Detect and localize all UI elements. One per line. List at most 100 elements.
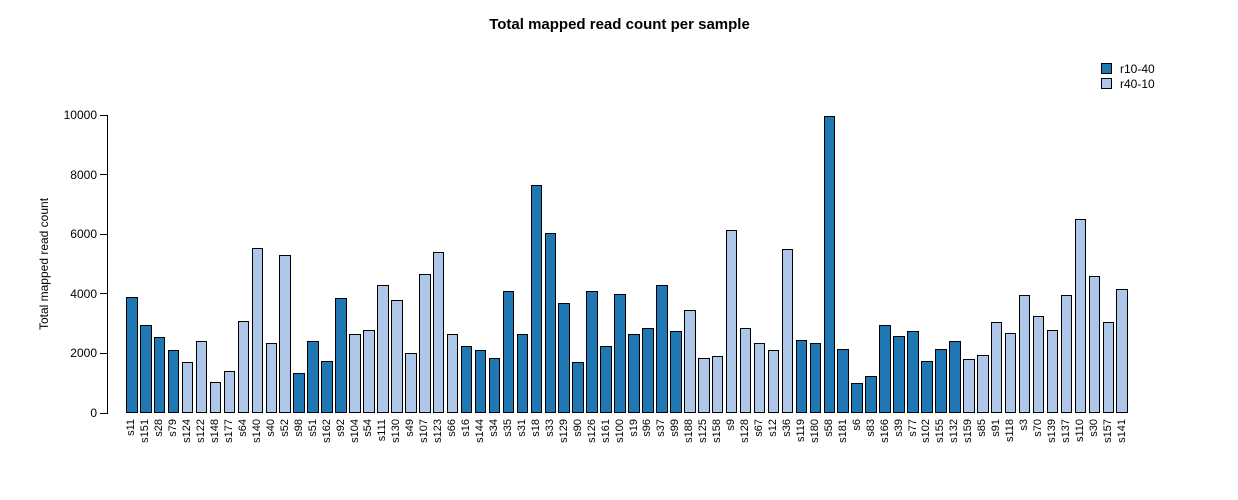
- y-axis-line: [106, 114, 108, 414]
- x-label-s91: s91: [990, 419, 1003, 437]
- bar-s123: [432, 252, 445, 413]
- bar-s85: [976, 354, 989, 413]
- bar-s159: [963, 359, 975, 413]
- x-label-s166: s166: [878, 419, 891, 443]
- legend-item-r40-10: r40-10: [1101, 76, 1155, 91]
- y-tick-label: 2000: [70, 346, 97, 361]
- chart-title: Total mapped read count per sample: [489, 16, 750, 33]
- x-label-s177: s177: [222, 419, 235, 443]
- x-label-s3: s3: [1018, 419, 1031, 431]
- x-label-s124: s124: [181, 419, 194, 443]
- x-label-s128: s128: [739, 419, 752, 443]
- x-label-s155: s155: [934, 419, 947, 443]
- x-label-s64: s64: [236, 419, 249, 437]
- x-label-s37: s37: [655, 419, 668, 437]
- bar-s11: [126, 296, 138, 413]
- bar-s157: [1102, 322, 1115, 413]
- x-label-s140: s140: [250, 419, 263, 443]
- x-label-s51: s51: [306, 419, 319, 437]
- bar-s141: [1116, 289, 1129, 413]
- y-tick-label: 10000: [63, 108, 97, 122]
- bar-s151: [139, 325, 152, 413]
- x-label-s79: s79: [167, 419, 180, 437]
- bar-s155: [935, 348, 947, 413]
- bar-s110: [1074, 219, 1087, 413]
- bar-s66: [446, 334, 459, 413]
- y-tick-label: 6000: [70, 227, 97, 242]
- x-label-s58: s58: [822, 419, 835, 437]
- x-label-s118: s118: [1004, 419, 1017, 443]
- bar-s148: [209, 381, 222, 413]
- bar-s37: [656, 284, 668, 413]
- x-label-s54: s54: [362, 419, 375, 437]
- bar-s137: [1060, 295, 1073, 413]
- bar-s119: [795, 339, 808, 413]
- y-tick: [99, 233, 107, 235]
- bar-s12: [767, 350, 780, 413]
- bar-s39: [893, 335, 905, 413]
- bar-s40: [265, 342, 278, 413]
- bar-s67: [753, 342, 766, 413]
- legend-label-r10-40: r10-40: [1120, 61, 1155, 76]
- bar-s3: [1018, 295, 1031, 413]
- bar-s90: [572, 362, 584, 413]
- bar-s100: [614, 293, 626, 413]
- x-label-s139: s139: [1046, 419, 1058, 443]
- bar-s158: [711, 356, 724, 413]
- bar-s99: [670, 331, 682, 413]
- x-label-s144: s144: [474, 419, 487, 443]
- bar-s129: [558, 302, 571, 413]
- legend-label-r40-10: r40-10: [1120, 76, 1155, 91]
- bar-s64: [237, 320, 250, 413]
- bar-s9: [725, 229, 738, 413]
- bar-s58: [823, 116, 836, 413]
- bar-s104: [349, 334, 361, 413]
- x-label-s6: s6: [850, 419, 863, 431]
- x-label-s119: s119: [794, 419, 807, 443]
- bar-s125: [697, 357, 710, 413]
- x-label-s34: s34: [488, 419, 500, 437]
- x-label-s40: s40: [264, 419, 277, 437]
- bar-s111: [377, 284, 389, 413]
- y-tick: [99, 114, 107, 116]
- x-label-s110: s110: [1073, 419, 1086, 443]
- x-label-s67: s67: [753, 419, 766, 437]
- bar-s33: [544, 232, 557, 413]
- x-label-s49: s49: [404, 419, 417, 437]
- x-label-s111: s111: [376, 419, 389, 442]
- x-label-s31: s31: [515, 419, 528, 437]
- x-label-s100: s100: [613, 419, 626, 443]
- x-label-s107: s107: [418, 419, 431, 443]
- x-label-s99: s99: [669, 419, 682, 437]
- x-label-s122: s122: [195, 419, 208, 443]
- x-label-s125: s125: [697, 419, 710, 443]
- y-axis-title: Total mapped read count: [37, 197, 51, 331]
- bar-s124: [181, 362, 194, 413]
- bar-s31: [516, 334, 529, 413]
- x-label-s141: s141: [1115, 419, 1128, 443]
- bar-s6: [851, 383, 863, 413]
- bar-s91: [990, 322, 1003, 413]
- y-tick-label: 4000: [70, 286, 97, 301]
- x-label-s19: s19: [627, 419, 640, 437]
- bar-s122: [195, 341, 208, 413]
- bar-s83: [865, 375, 877, 413]
- bar-s96: [642, 328, 654, 413]
- bar-s18: [530, 185, 543, 413]
- x-label-s16: s16: [460, 419, 473, 437]
- x-label-s181: s181: [836, 419, 849, 443]
- bar-s30: [1088, 275, 1101, 413]
- bar-s128: [739, 328, 752, 413]
- y-tick-label: 8000: [70, 167, 97, 182]
- bar-s181: [837, 348, 850, 413]
- x-label-s36: s36: [780, 419, 793, 437]
- bar-s36: [781, 249, 794, 413]
- bar-s92: [335, 298, 347, 413]
- bar-s79: [167, 350, 180, 413]
- x-label-s90: s90: [571, 419, 584, 437]
- bar-s49: [405, 353, 417, 413]
- bar-s102: [921, 360, 933, 413]
- bar-s126: [586, 290, 598, 413]
- x-label-s132: s132: [948, 419, 961, 443]
- x-label-s92: s92: [334, 419, 347, 437]
